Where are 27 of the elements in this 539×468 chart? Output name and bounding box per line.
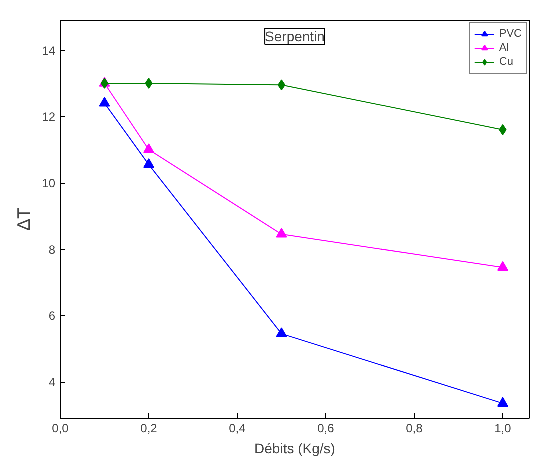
point <box>100 78 109 90</box>
point <box>497 261 508 271</box>
legend-label: Al <box>499 41 510 55</box>
point <box>143 158 154 168</box>
x-tick-label: 0,8 <box>406 422 424 436</box>
y-axis-title: ΔT <box>14 208 34 232</box>
legend-label: PVC <box>499 27 522 41</box>
x-tick-label: 1,0 <box>494 422 512 436</box>
y-tick-label: 4 <box>48 376 56 390</box>
x-tick-label: 0,6 <box>318 422 335 436</box>
point <box>99 97 110 107</box>
y-tick-label: 8 <box>48 242 56 257</box>
point <box>143 144 154 154</box>
x-tick-label: 0,2 <box>140 422 158 436</box>
y-tick-label: 12 <box>42 110 56 124</box>
text: Serpentin <box>265 28 325 44</box>
x-tick-label: 0,4 <box>229 422 246 436</box>
x-tick-label: 0,0 <box>52 422 70 436</box>
legend-label: Cu <box>499 55 514 69</box>
point <box>497 397 508 407</box>
y-tick-label: 6 <box>48 309 56 324</box>
x-axis-title: Débits (Kg/s) <box>254 440 336 456</box>
y-tick-label: 14 <box>42 44 56 58</box>
y-tick-label: 10 <box>42 176 56 191</box>
point <box>276 228 288 238</box>
point <box>278 80 286 91</box>
point <box>276 328 288 338</box>
